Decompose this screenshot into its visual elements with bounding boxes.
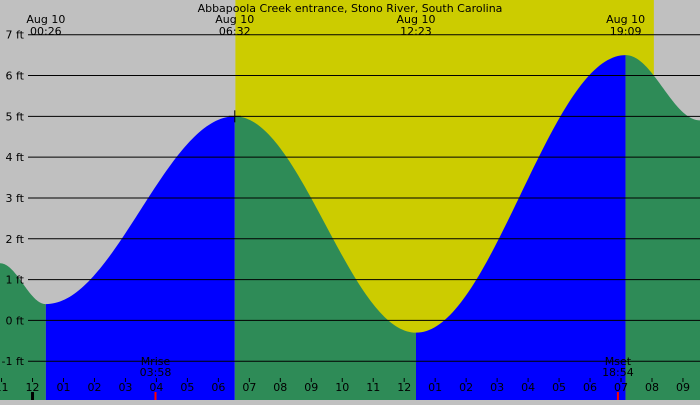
x-tick-label: 05	[552, 381, 566, 394]
x-tick-label: 04	[149, 381, 163, 394]
falling-tide-area	[625, 55, 700, 400]
y-tick-label: 4 ft	[6, 151, 25, 164]
rising-tide-area	[415, 55, 626, 400]
moon-event-label: Mset	[605, 355, 632, 368]
falling-tide-area	[234, 116, 416, 400]
y-tick-label: 5 ft	[6, 110, 25, 123]
falling-tide-area	[0, 263, 46, 400]
tide-event-time: 06:32	[219, 25, 251, 38]
x-tick-label: 04	[521, 381, 535, 394]
tide-event-day: Aug 10	[396, 13, 435, 26]
x-tick-label: 11	[366, 381, 380, 394]
x-tick-label: 12	[397, 381, 411, 394]
tide-event-day: Aug 10	[606, 13, 645, 26]
tide-event-time: 00:26	[30, 25, 62, 38]
rising-tide-area	[45, 116, 235, 400]
y-tick-label: 7 ft	[6, 29, 25, 42]
x-tick-label: 10	[335, 381, 349, 394]
x-tick-label: 07	[242, 381, 256, 394]
x-tick-label: 11	[0, 381, 9, 394]
x-tick-label: 09	[676, 381, 690, 394]
x-tick-label: 06	[211, 381, 225, 394]
moon-event-time: 18:54	[602, 366, 634, 379]
x-tick-label: 08	[273, 381, 287, 394]
x-tick-label: 03	[490, 381, 504, 394]
tide-event-time: 12:23	[400, 25, 432, 38]
x-tick-label: 05	[180, 381, 194, 394]
x-tick-label: 06	[583, 381, 597, 394]
x-tick-label: 07	[614, 381, 628, 394]
x-tick-label: 03	[118, 381, 132, 394]
y-tick-label: 3 ft	[6, 192, 25, 205]
x-tick-label: 02	[459, 381, 473, 394]
y-tick-label: 2 ft	[6, 233, 25, 246]
x-tick-label: 08	[645, 381, 659, 394]
x-tick-label: 02	[87, 381, 101, 394]
chart-title: Abbapoola Creek entrance, Stono River, S…	[198, 2, 503, 15]
tide-event-time: 19:09	[610, 25, 642, 38]
moon-event-label: Mrise	[141, 355, 171, 368]
y-tick-label: 0 ft	[6, 314, 25, 327]
tide-event-day: Aug 10	[26, 13, 65, 26]
y-tick-label: 6 ft	[6, 70, 25, 83]
y-tick-label: -1 ft	[2, 355, 25, 368]
x-tick-label: 01	[56, 381, 70, 394]
x-tick-label: 12	[26, 381, 40, 394]
y-tick-label: 1 ft	[6, 274, 25, 287]
x-tick-label: 09	[304, 381, 318, 394]
x-tick-label: 01	[428, 381, 442, 394]
moon-event-time: 03:58	[140, 366, 172, 379]
tide-event-day: Aug 10	[215, 13, 254, 26]
